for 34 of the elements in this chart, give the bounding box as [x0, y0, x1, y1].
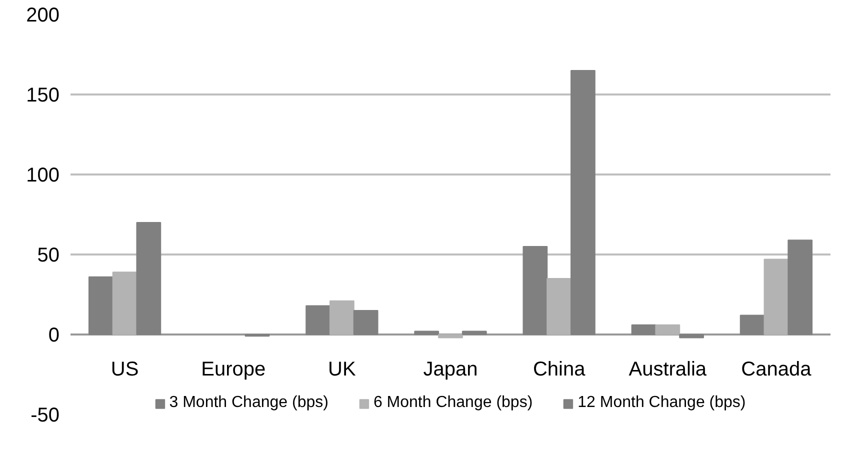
y-tick-label: 150 [26, 84, 60, 106]
bar [414, 330, 440, 335]
legend-label: 12 Month Change (bps) [578, 394, 746, 412]
x-tick-label: Japan [423, 358, 478, 380]
x-tick-label: US [110, 358, 139, 380]
bar [655, 324, 680, 335]
bar [764, 258, 789, 335]
y-tick-label: 100 [26, 164, 60, 186]
bar [679, 334, 704, 338]
bar [462, 330, 487, 335]
y-tick-label: 200 [26, 4, 60, 26]
x-tick-label: UK [328, 358, 356, 380]
bar [546, 278, 572, 335]
bar [631, 324, 656, 335]
bar [438, 334, 463, 338]
x-tick-label: Australia [628, 358, 708, 380]
bar [306, 305, 330, 335]
bar [788, 240, 813, 335]
y-tick-label: 50 [37, 244, 60, 266]
x-tick-label: Europe [201, 358, 266, 380]
bar [329, 300, 354, 335]
x-tick-label: China [532, 358, 586, 380]
bar [522, 246, 548, 335]
bar [112, 272, 138, 335]
bar [740, 314, 765, 335]
bar [136, 222, 162, 335]
legend-label: 6 Month Change (bps) [373, 394, 533, 412]
legend-label: 3 Month Change (bps) [169, 394, 328, 412]
y-tick-label: 0 [48, 324, 60, 346]
bar [353, 310, 378, 335]
bar [570, 70, 596, 335]
y-tick-label: -50 [30, 404, 60, 426]
bar [88, 276, 114, 335]
x-tick-label: Canada [741, 358, 812, 380]
